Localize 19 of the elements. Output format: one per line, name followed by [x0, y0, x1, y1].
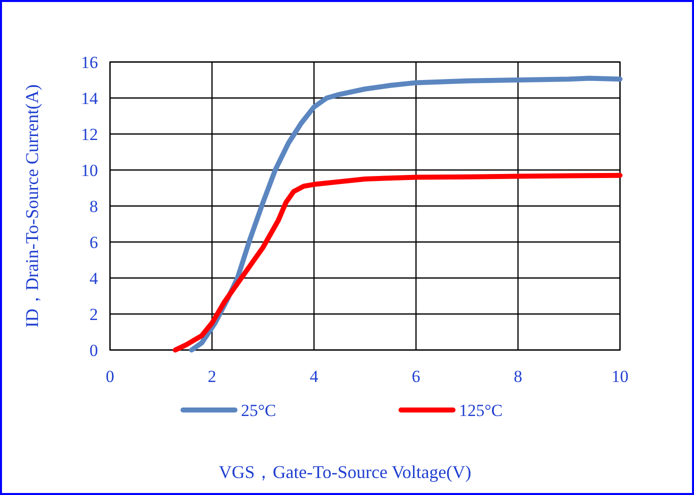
y-tick-label: 0 — [90, 341, 98, 360]
x-tick-label: 8 — [514, 367, 522, 386]
y-tick-label: 10 — [81, 161, 98, 180]
legend-label: 125°C — [459, 401, 503, 420]
x-tick-label: 2 — [208, 367, 216, 386]
y-tick-label: 14 — [81, 89, 98, 108]
y-tick-label: 2 — [90, 305, 98, 324]
x-tick-label: 0 — [106, 367, 114, 386]
x-tick-label: 10 — [612, 367, 628, 386]
legend-label: 25°C — [241, 401, 276, 420]
x-axis-title: VGS，Gate-To-Source Voltage(V) — [218, 462, 472, 482]
y-tick-label: 16 — [81, 53, 98, 72]
y-tick-label: 6 — [90, 233, 98, 252]
y-tick-label: 12 — [81, 125, 98, 144]
y-tick-label: 8 — [90, 197, 98, 216]
y-axis-title: ID，Drain-To-Source Current(A) — [22, 84, 42, 328]
y-tick-label: 4 — [90, 269, 98, 288]
x-tick-label: 4 — [310, 367, 319, 386]
x-tick-label: 6 — [412, 367, 420, 386]
